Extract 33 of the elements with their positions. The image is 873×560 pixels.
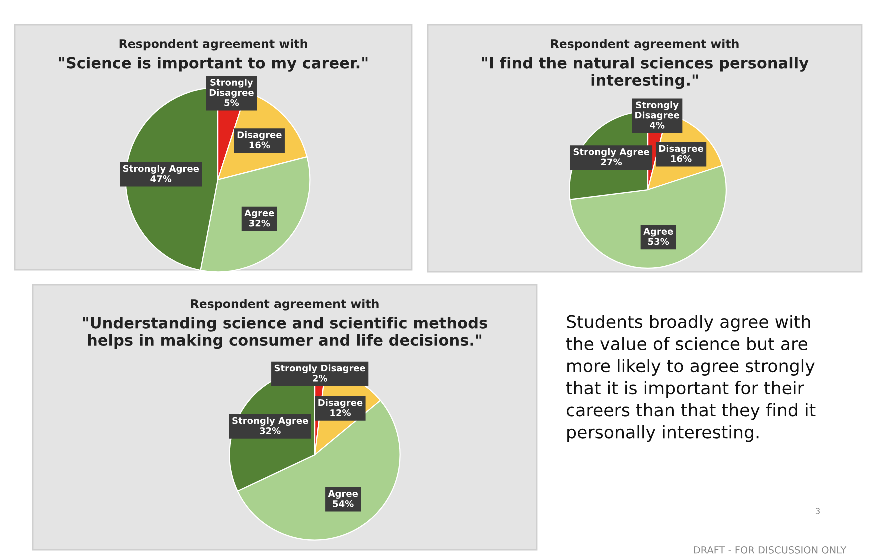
slice-label: Strongly Disagree [274, 364, 366, 374]
data-label: 47% [150, 176, 172, 182]
chart-title: Respondent agreement with [191, 299, 379, 311]
data-label: 12% [330, 410, 351, 416]
data-label: 32% [260, 428, 281, 434]
slice-label: Strongly Disagree [210, 78, 254, 98]
text: Students broadly agree with the value of science but are more likely to agree strongly that it is important for their careers than that they find it personally interesting. [566, 315, 816, 442]
chart-subtitle: "Science is important to my career." [59, 57, 368, 72]
slice-label: Strongly Agree [123, 165, 199, 174]
slice-label: Strongly Agree [232, 417, 308, 426]
slice-label: Disagree [318, 399, 363, 408]
chart-title: Respondent agreement with [551, 39, 739, 51]
data-label: 53% [648, 238, 670, 246]
data-label: 16% [250, 142, 270, 149]
chart-subtitle: "I find the natural sciences personally interesting." [482, 57, 809, 90]
chart-subtitle: "Understanding science and scientific methods helps in making consumer and life decisions." [83, 317, 488, 350]
slice-label: Strongly Disagree [636, 102, 680, 121]
text: 3 [816, 508, 820, 514]
slice-label: Strongly Agree [574, 148, 650, 158]
slice-label: Agree [328, 490, 358, 499]
chart-title: Respondent agreement with [120, 39, 308, 51]
slice-label: Agree [644, 228, 674, 237]
data-label: 2% [313, 375, 328, 382]
text: DRAFT - FOR DISCUSSION ONLY [694, 546, 847, 554]
slice-label: Agree [244, 210, 274, 218]
data-label: 4% [650, 122, 665, 129]
data-label: 32% [249, 220, 270, 227]
slice-label: Disagree [660, 145, 704, 154]
slice-label: Disagree [238, 131, 282, 140]
data-label: 27% [601, 158, 622, 166]
data-label: 5% [224, 100, 240, 106]
data-label: 54% [333, 500, 354, 508]
data-label: 16% [672, 155, 692, 162]
